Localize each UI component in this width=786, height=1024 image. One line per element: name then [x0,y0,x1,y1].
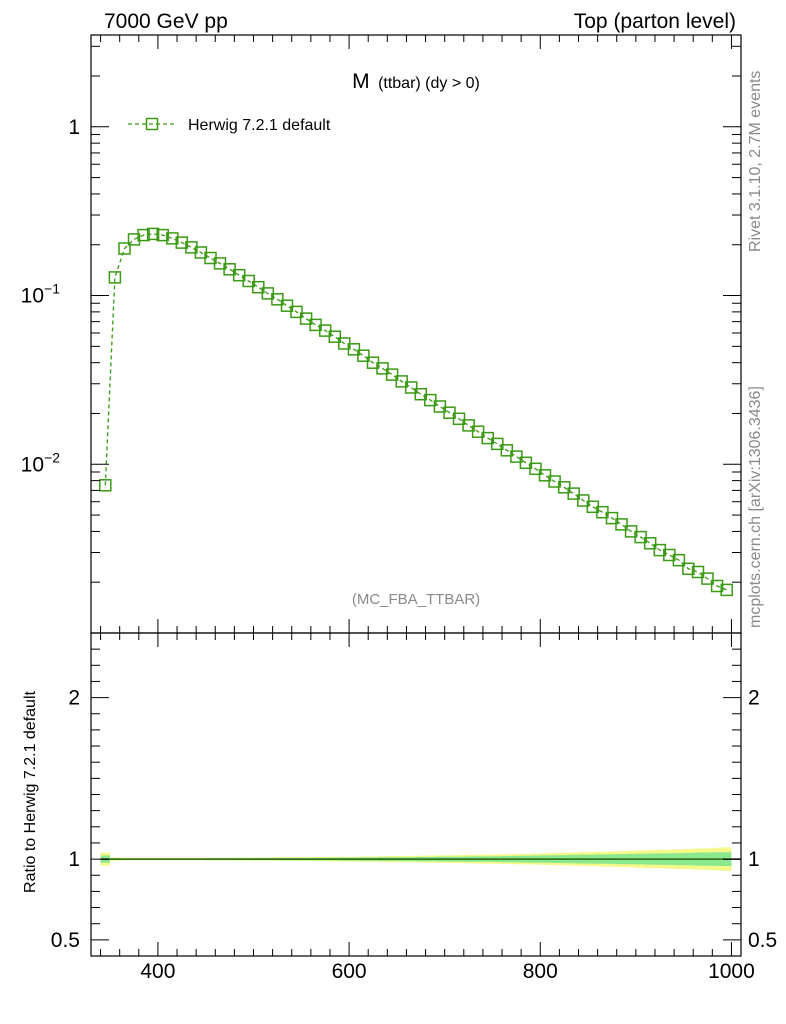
data-point [710,579,724,593]
data-point [299,312,313,325]
data-point [672,553,686,567]
source-info: mcplots.cern.ch [arXiv:1306.3436] [747,386,764,628]
data-point [529,462,542,476]
data-point [156,228,169,242]
data-point [424,393,437,407]
ratio-uncertainty-bands [100,847,741,871]
data-point [615,518,628,531]
series-line-herwig [104,233,727,591]
y-tick-label: 10−2 [21,449,61,476]
data-point [347,343,361,356]
analysis-tag: (MC_FBA_TTBAR) [352,591,480,608]
data-point [491,437,504,451]
data-point [557,481,571,494]
ratio-panel-frame [90,632,742,957]
data-point [357,349,370,362]
data-point [271,293,284,306]
data-point [471,425,485,438]
axes-layer: 400 600 800 1000 1 10−1 10−2 2 2 1 1 0.5 0.5 [21,34,777,983]
x-tick-label: 800 [523,960,558,983]
legend-label: Herwig 7.2.1 default [188,117,331,134]
data-point [118,242,131,255]
x-tick-label: 1000 [708,960,755,983]
data-point [720,583,733,597]
legend-marker [145,117,159,131]
data-point [290,305,303,319]
plot-title: M (ttbar) (dy > 0) [352,70,480,93]
data-point [166,232,179,245]
data-point [577,494,590,507]
x-tick-label: 600 [332,960,367,983]
ratio-y-tick-label-right: 0.5 [748,929,777,952]
data-point [404,381,418,394]
data-point [691,565,705,579]
plot-title-main: M [352,70,370,93]
ratio-y-tick-label: 0.5 [51,929,80,952]
x-tick-label: 400 [140,960,175,983]
data-point [137,228,150,242]
legend: Herwig 7.2.1 default [128,117,331,134]
data-point [462,419,475,432]
data-point [682,562,695,576]
data-point [385,368,399,381]
data-point [146,227,160,241]
data-point [328,330,342,343]
ratio-y-tick-label-right: 2 [748,687,760,710]
main-series-layer [99,227,733,597]
ratio-y-tick-label: 2 [68,687,80,710]
y-tick-label: 10−1 [21,281,61,308]
data-point [127,233,141,246]
data-point [605,511,619,525]
ratio-y-label: Ratio to Herwig 7.2.1 default [22,691,39,893]
data-point [108,271,122,284]
data-point [500,444,514,457]
data-point [643,537,657,550]
data-point [701,572,714,585]
data-point [567,487,580,500]
ratio-y-tick-label-right: 1 [748,848,760,871]
y-tick-label: 1 [68,116,80,139]
data-point [99,479,112,492]
header-left: 7000 GeV pp [104,10,228,33]
plot-title-sub: (ttbar) (dy > 0) [378,75,480,92]
ratio-y-tick-label: 1 [68,848,80,871]
data-point [452,412,466,426]
header-right: Top (parton level) [574,10,736,33]
rivet-info: Rivet 3.1.10, 2.7M events [747,71,764,252]
